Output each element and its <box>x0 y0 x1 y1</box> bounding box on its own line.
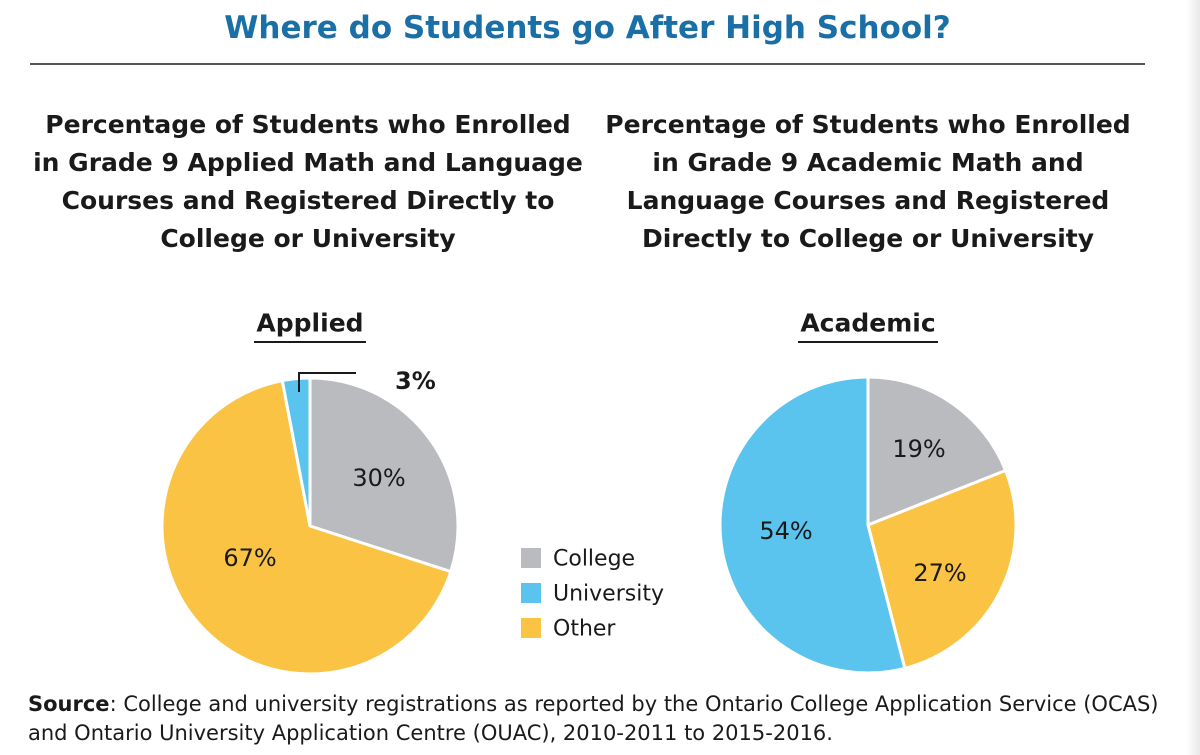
legend-swatch-college <box>521 548 541 568</box>
applied-slice-college <box>308 376 460 574</box>
pie-charts: 30% 67% 3% Applied 19% 27% 54% Academic College U… <box>160 309 1018 676</box>
legend-label-other: Other <box>553 617 616 642</box>
academic-chart-title: Percentage of Students who Enrolled in G… <box>605 110 1131 253</box>
academic-slice-college <box>866 375 1008 527</box>
legend: College University Other <box>521 547 664 642</box>
source-label: Source <box>28 692 110 716</box>
applied-chart-title: Percentage of Students who Enrolled in G… <box>33 110 583 253</box>
title-divider <box>30 63 1145 65</box>
applied-slice-university <box>280 376 312 528</box>
academic-heading: Academic <box>800 309 935 338</box>
applied-college-value-label: 30% <box>352 464 405 492</box>
page-edge-shadow <box>1186 0 1200 755</box>
applied-slice-other <box>160 379 453 676</box>
academic-other-value-label: 27% <box>913 559 966 587</box>
applied-pie: 30% 67% 3% Applied <box>160 309 460 676</box>
page-title: Where do Students go After High School? <box>224 10 951 46</box>
applied-other-value-label: 67% <box>223 544 276 572</box>
academic-pie: 19% 27% 54% Academic <box>718 309 1018 675</box>
academic-slice-other <box>866 469 1018 670</box>
applied-university-callout-line <box>298 372 356 392</box>
legend-swatch-other <box>521 618 541 638</box>
source-text: : College and university registrations a… <box>28 692 1159 745</box>
applied-university-value-label: 3% <box>395 367 436 395</box>
academic-slice-university <box>718 375 907 675</box>
legend-label-college: College <box>553 547 635 572</box>
academic-university-value-label: 54% <box>759 517 812 545</box>
academic-college-value-label: 19% <box>892 435 945 463</box>
applied-heading: Applied <box>256 309 363 338</box>
legend-swatch-university <box>521 583 541 603</box>
legend-label-university: University <box>553 582 664 607</box>
source-note: Source: College and university registrat… <box>28 690 1178 748</box>
